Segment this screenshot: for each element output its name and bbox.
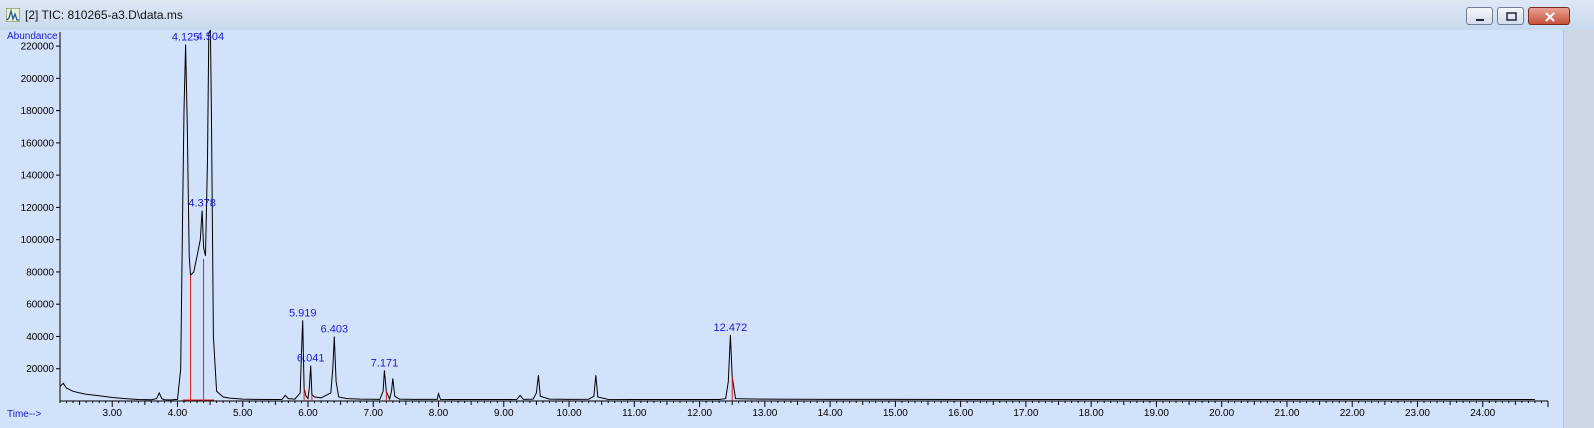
restore-icon [1506,12,1517,21]
x-tick-label: 8.00 [429,408,449,419]
tic-chromatogram-chart[interactable]: Abundance Time--> 20000 40000 60000 80000 1000… [0,30,1563,428]
y-axis-label: Abundance [7,31,58,42]
y-tick-label: 220000 [21,42,55,53]
x-tick-label: 12.00 [687,408,712,419]
x-tick-label: 17.00 [1013,408,1038,419]
x-tick-label: 15.00 [883,408,908,419]
x-tick-label: 18.00 [1079,408,1104,419]
x-tick-label: 4.00 [168,408,188,419]
window-title: [2] TIC: 810265-a3.D\data.ms [25,8,183,22]
y-tick-label: 40000 [26,332,54,343]
y-tick-label: 120000 [21,203,55,214]
y-tick-label: 200000 [21,74,55,85]
x-tick-label: 21.00 [1274,408,1299,419]
y-tick-label: 20000 [26,364,54,375]
x-tick-label: 22.00 [1340,408,1365,419]
minimize-icon [1476,19,1484,21]
x-tick-label: 14.00 [818,408,843,419]
close-button[interactable] [1528,7,1570,25]
x-tick-label: 10.00 [557,408,582,419]
x-tick-label: 9.00 [494,408,514,419]
x-tick-label: 3.00 [102,408,122,419]
x-tick-label: 7.00 [364,408,384,419]
x-tick-label: 16.00 [948,408,973,419]
side-scroll-strip[interactable] [1563,30,1594,428]
peak-label[interactable]: 12.472 [714,322,748,334]
title-bar[interactable]: [2] TIC: 810265-a3.D\data.ms [0,0,1594,31]
x-tick-label: 24.00 [1470,408,1495,419]
peak-label[interactable]: 4.125 [172,31,200,43]
minimize-button[interactable] [1466,7,1493,25]
y-tick-label: 60000 [26,300,54,311]
x-tick-label: 20.00 [1209,408,1234,419]
x-axis-label: Time--> [7,409,42,420]
x-tick-label: 13.00 [752,408,777,419]
x-tick-label: 19.00 [1144,408,1169,419]
y-tick-label: 100000 [21,235,55,246]
peak-label[interactable]: 5.919 [289,307,317,319]
peak-label[interactable]: 6.041 [297,353,325,365]
y-tick-label: 140000 [21,171,55,182]
y-tick-label: 160000 [21,138,55,149]
plot-area[interactable] [0,30,1563,428]
peak-label[interactable]: 6.403 [321,323,349,335]
peak-label[interactable]: 4.504 [197,31,225,43]
x-tick-label: 11.00 [622,408,647,419]
x-tick-label: 6.00 [298,408,318,419]
peak-label[interactable]: 7.171 [371,357,399,369]
restore-button[interactable] [1497,7,1524,25]
y-tick-label: 180000 [21,106,55,117]
tic-trace-line[interactable] [59,30,1535,401]
x-tick-label: 5.00 [233,408,253,419]
peak-label[interactable]: 4.378 [188,198,216,210]
chromatogram-app-icon [6,8,20,22]
x-tick-label: 23.00 [1405,408,1430,419]
y-tick-label: 80000 [26,267,54,278]
close-icon [1545,12,1555,22]
